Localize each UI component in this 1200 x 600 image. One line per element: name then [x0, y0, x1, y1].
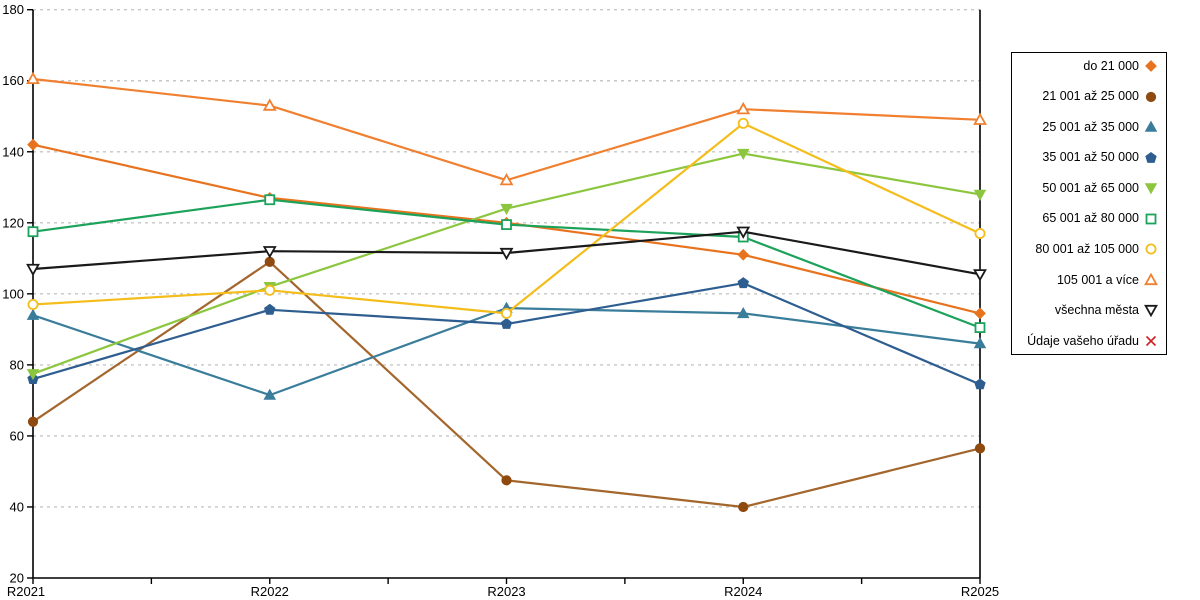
data-point-marker — [26, 71, 40, 85]
data-point-marker — [264, 194, 276, 206]
series — [27, 117, 986, 319]
series — [26, 226, 987, 282]
triangle-up-marker-icon — [1144, 120, 1158, 134]
circle-marker-icon — [1144, 90, 1158, 104]
series — [27, 277, 986, 390]
y-tick-label: 180 — [2, 2, 24, 17]
legend-item-label: všechna města — [1054, 303, 1139, 318]
data-point-marker — [736, 101, 751, 115]
data-point-marker — [973, 189, 987, 201]
data-point-marker — [499, 172, 514, 186]
x-tick-label: R2024 — [724, 584, 762, 599]
square-marker-icon — [1144, 212, 1158, 226]
triangle-up-marker-icon — [1144, 272, 1158, 287]
data-point-marker — [738, 501, 749, 513]
x-tick-label: R2021 — [7, 584, 45, 599]
data-point-marker — [499, 247, 514, 261]
data-point-marker — [262, 246, 277, 259]
y-tick-label: 20 — [10, 571, 24, 586]
y-tick-label: 80 — [10, 357, 24, 372]
x-tick-label: R2025 — [961, 584, 999, 599]
legend-item-label: 105 001 a více — [1056, 272, 1139, 287]
legend-item-label: Údaje vašeho úřadu — [1027, 333, 1139, 348]
y-axis-ticks: 20 40 60 80 100 120 140 160 180 — [2, 2, 33, 586]
legend-item: do 21 000 — [1020, 59, 1158, 73]
y-tick-label: 40 — [10, 499, 24, 514]
data-point-marker — [737, 117, 749, 129]
data-point-marker — [262, 98, 277, 111]
data-point-marker — [974, 378, 986, 390]
diamond-marker-icon — [1144, 59, 1158, 73]
legend-item: 25 001 až 35 000 — [1020, 120, 1158, 134]
legend-item: 21 001 až 25 000 — [1020, 90, 1158, 104]
legend-item-label: 21 001 až 25 000 — [1042, 89, 1139, 104]
legend-item: 105 001 a více — [1020, 272, 1158, 287]
x-axis-ticks: R2021 R2022 R2023 R2024 R2025 — [7, 578, 999, 599]
legend-item: 35 001 až 50 000 — [1020, 151, 1158, 165]
triangle-down-marker-icon — [1144, 303, 1158, 318]
data-point-marker — [736, 226, 751, 239]
data-point-marker — [501, 475, 512, 486]
legend-item-label: do 21 000 — [1083, 58, 1139, 73]
data-point-marker — [974, 227, 986, 239]
legend: do 21 000 21 001 až 25 000 25 001 až 35 00… — [1011, 52, 1167, 355]
data-point-marker — [27, 416, 39, 427]
y-tick-label: 60 — [10, 428, 24, 443]
y-tick-label: 100 — [2, 286, 24, 301]
legend-item-label: 25 001 až 35 000 — [1042, 119, 1139, 134]
data-point-marker — [500, 317, 513, 329]
data-point-marker — [263, 388, 277, 400]
data-point-marker — [264, 303, 276, 315]
legend-item-label: 50 001 až 65 000 — [1042, 180, 1139, 195]
data-point-marker — [736, 148, 750, 160]
data-point-marker — [974, 307, 986, 320]
data-point-marker — [974, 322, 986, 333]
y-tick-label: 140 — [2, 144, 24, 159]
data-point-marker — [27, 226, 39, 238]
data-point-marker — [27, 299, 39, 311]
series — [26, 148, 987, 381]
data-point-marker — [500, 307, 512, 319]
x-marker-icon — [1144, 334, 1158, 348]
legend-item-label: 65 001 až 80 000 — [1042, 211, 1139, 226]
data-point-marker — [973, 112, 987, 125]
data-point-marker — [973, 269, 987, 282]
data-point-marker — [27, 138, 39, 151]
data-point-marker — [501, 219, 512, 230]
data-point-marker — [737, 248, 750, 261]
data-point-marker — [737, 277, 749, 289]
pentagon-marker-icon — [1144, 151, 1158, 165]
data-point-marker — [736, 306, 750, 319]
legend-item: 50 001 až 65 000 — [1020, 181, 1158, 195]
data-point-marker — [973, 337, 987, 349]
y-tick-label: 160 — [2, 73, 24, 88]
triangle-down-marker-icon — [1144, 181, 1158, 195]
legend-item: 80 001 až 105 000 — [1020, 242, 1158, 256]
series — [26, 71, 987, 186]
data-point-marker — [26, 263, 40, 277]
x-tick-label: R2022 — [251, 584, 289, 599]
legend-item-label: 35 001 až 50 000 — [1042, 150, 1139, 165]
data-point-marker — [500, 203, 513, 216]
data-point-marker — [264, 256, 275, 267]
legend-item: 65 001 až 80 000 — [1020, 212, 1158, 226]
legend-item-label: 80 001 až 105 000 — [1035, 242, 1139, 257]
data-point-marker — [26, 308, 40, 320]
data-point-marker — [974, 443, 986, 454]
data-point-marker — [26, 369, 40, 381]
legend-item: Údaje vašeho úřadu — [1020, 334, 1158, 348]
x-tick-label: R2023 — [487, 584, 525, 599]
y-tick-label: 120 — [2, 215, 24, 230]
data-point-marker — [264, 284, 276, 296]
legend-item: všechna města — [1020, 303, 1158, 318]
circle-marker-icon — [1144, 242, 1158, 256]
